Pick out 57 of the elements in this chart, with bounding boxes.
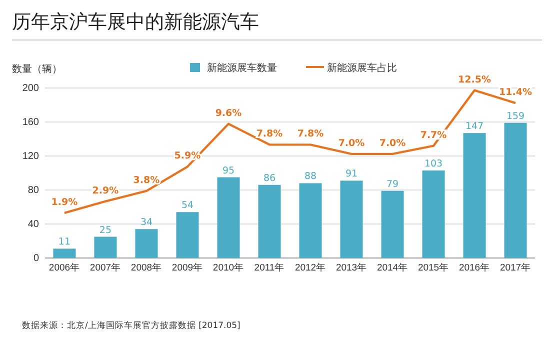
bar: [135, 229, 158, 258]
data-label: 54: [181, 200, 194, 212]
bar: [258, 184, 281, 258]
bar: [217, 177, 240, 258]
y-tick-label: 120: [22, 151, 40, 162]
x-tick-label: 2007年: [90, 262, 122, 274]
bar: [381, 190, 404, 258]
data-label: 95: [222, 165, 235, 176]
data-label: 103: [424, 158, 443, 170]
y-tick-label: 80: [28, 185, 40, 196]
bar: [340, 180, 363, 258]
chart-title: 历年京沪车展中的新能源汽车: [12, 11, 259, 33]
data-label: 7.0%: [338, 138, 366, 149]
data-label: 3.8%: [133, 174, 160, 186]
y-tick-label: 40: [28, 219, 40, 230]
data-label: 12.5%: [458, 74, 492, 86]
x-tick-label: 2008年: [130, 262, 162, 274]
x-tick-label: 2012年: [294, 262, 326, 274]
legend-label: 新能源展车占比: [327, 62, 397, 74]
bar: [422, 170, 445, 258]
y-tick-label: 160: [22, 117, 40, 128]
data-label: 25: [99, 224, 112, 236]
data-label: 7.8%: [256, 128, 284, 140]
data-label: 9.6%: [215, 108, 242, 119]
x-tick-label: 2010年: [212, 262, 244, 274]
x-tick-label: 2015年: [418, 262, 450, 274]
data-label: 7.8%: [297, 128, 324, 140]
x-tick-label: 2013年: [336, 262, 368, 274]
bar: [176, 212, 199, 258]
data-label: 91: [345, 168, 358, 180]
y-tick-label: 0: [33, 253, 40, 264]
x-tick-label: 2009年: [172, 262, 204, 274]
data-label: 11: [58, 236, 71, 248]
bar: [463, 133, 486, 258]
bar: [94, 236, 117, 258]
data-label: 86: [263, 172, 276, 184]
data-label: 159: [506, 110, 525, 122]
bar: [299, 183, 322, 258]
x-tick-label: 2014年: [376, 262, 408, 274]
data-label: 11.4%: [499, 87, 532, 98]
source-note: 数据来源：北京/上海国际车展官方披露数据 [2017.05]: [22, 320, 240, 331]
y-axis-title: 数量（辆）: [12, 63, 62, 75]
legend-label: 新能源展车数量: [207, 62, 277, 74]
data-label: 88: [304, 171, 317, 182]
data-label: 2.9%: [92, 185, 120, 196]
data-label: 1.9%: [51, 196, 78, 208]
data-label: 34: [140, 217, 153, 228]
data-label: 79: [386, 178, 399, 190]
x-tick-label: 2006年: [48, 262, 80, 274]
x-tick-label: 2017年: [500, 262, 532, 274]
data-label: 147: [465, 121, 484, 132]
data-label: 7.0%: [379, 138, 406, 149]
x-tick-label: 2011年: [254, 262, 285, 274]
bar: [504, 122, 527, 258]
bar: [53, 248, 76, 258]
y-tick-label: 200: [22, 83, 40, 94]
x-tick-label: 2016年: [458, 262, 490, 274]
